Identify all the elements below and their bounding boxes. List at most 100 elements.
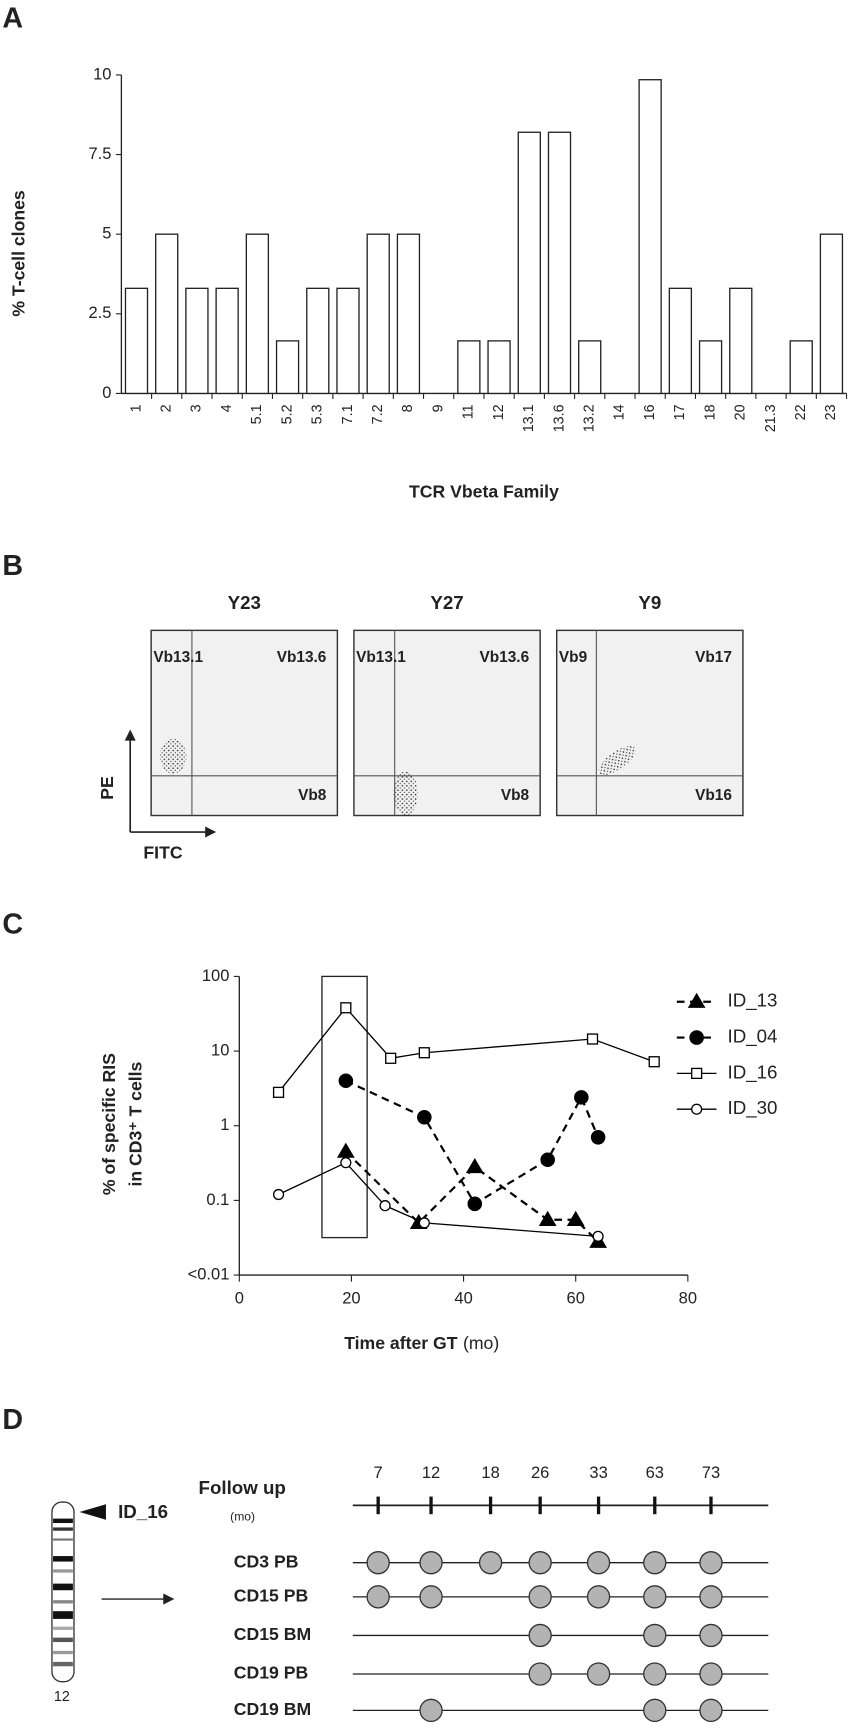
- detection-dot: [643, 1662, 667, 1686]
- x-tick-label: 17: [672, 404, 688, 420]
- x-tick-label: 12: [491, 404, 507, 420]
- bar: [547, 131, 572, 395]
- site-pointer: [79, 1504, 106, 1520]
- y-tick-label: 7.5: [89, 144, 112, 163]
- x-tick-label: 21.3: [763, 404, 779, 432]
- detection-dot: [419, 1698, 443, 1723]
- plot-title: Y9: [638, 592, 661, 613]
- marker: [590, 1130, 606, 1145]
- chromosome-label: 12: [54, 1689, 70, 1705]
- chromosome-band: [53, 1611, 73, 1619]
- row-label: CD15 BM: [234, 1624, 311, 1644]
- bar: [124, 287, 149, 395]
- detection-dot: [419, 1551, 443, 1575]
- x-tick-label: 7.1: [340, 404, 356, 424]
- quadrant-label: Vb13.6: [479, 649, 529, 666]
- chromosome-band: [53, 1518, 73, 1524]
- marker: [418, 1217, 430, 1229]
- y-axis-label: in CD3⁺ T cells: [125, 1061, 145, 1186]
- y-tick-label: 2.5: [89, 303, 112, 322]
- quadrant-label: Vb8: [298, 787, 327, 804]
- bar: [487, 340, 511, 395]
- marker: [586, 1033, 599, 1045]
- follow-up-unit: (mo): [230, 1510, 255, 1524]
- detection-dot: [586, 1551, 611, 1575]
- arrow-head: [163, 1593, 175, 1605]
- marker: [379, 1200, 391, 1212]
- y-tick-label: 10: [93, 64, 111, 83]
- x-tick-label: 16: [642, 404, 658, 420]
- chromosome-band: [53, 1569, 73, 1573]
- timepoint-label: 7: [374, 1463, 383, 1482]
- y-tick-label: 0: [102, 383, 111, 402]
- x-axis-unit: (mo): [463, 1333, 499, 1353]
- timepoint-label: 18: [481, 1463, 499, 1482]
- y-tick-label: 5: [102, 224, 111, 243]
- x-tick-label: 3: [189, 404, 205, 412]
- bar: [819, 233, 844, 395]
- quadrant-label: Vb17: [695, 649, 732, 666]
- highlight-box: [321, 975, 368, 1239]
- x-tick-label: 22: [793, 404, 809, 420]
- timepoint-label: 73: [702, 1463, 720, 1482]
- x-axis-label: TCR Vbeta Family: [409, 481, 559, 501]
- marker: [592, 1230, 604, 1242]
- bar: [275, 340, 300, 395]
- row-label: CD19 BM: [234, 1699, 311, 1719]
- legend-marker: [689, 1030, 704, 1045]
- chromosome-band: [53, 1626, 73, 1630]
- x-tick-label: 5.1: [249, 404, 265, 424]
- series-line: [345, 1079, 600, 1206]
- detection-dot: [586, 1585, 611, 1609]
- legend-marker: [687, 992, 706, 1008]
- plot-frame: [555, 629, 744, 817]
- detection-dot: [419, 1585, 443, 1609]
- detection-dot: [366, 1551, 390, 1575]
- quadrant-label: Vb9: [559, 649, 587, 666]
- detection-dot: [699, 1623, 723, 1648]
- x-tick-label: 20: [733, 404, 749, 420]
- marker: [272, 1188, 285, 1201]
- panel-label: A: [2, 2, 23, 34]
- bar: [215, 287, 239, 395]
- x-tick-label: 4: [219, 404, 235, 412]
- bar: [185, 287, 209, 395]
- quadrant-label: Vb13.1: [356, 649, 406, 666]
- marker: [340, 1002, 352, 1014]
- chromosome-band: [53, 1527, 73, 1531]
- bar: [155, 233, 179, 395]
- quadrant-label: Vb16: [695, 787, 732, 804]
- plot-title: Y23: [228, 592, 261, 613]
- chromosome-band: [53, 1637, 73, 1643]
- panel-label: C: [2, 908, 23, 940]
- x-tick-label: 13.6: [551, 404, 567, 432]
- detection-dot: [528, 1662, 552, 1686]
- legend-label: ID_16: [728, 1061, 778, 1083]
- chromosome: [51, 1501, 75, 1683]
- y-tick-label: 0.1: [206, 1190, 229, 1209]
- event-cloud: [159, 738, 187, 774]
- event-cloud: [598, 745, 637, 775]
- detection-dot: [699, 1662, 723, 1686]
- x-tick-label: 13.1: [521, 404, 537, 432]
- x-tick-label: 5.3: [310, 404, 326, 424]
- timepoint-label: 26: [531, 1463, 549, 1482]
- marker: [574, 1090, 589, 1105]
- detection-dot: [699, 1551, 723, 1575]
- y-tick-label: <0.01: [188, 1264, 230, 1283]
- quadrant-label: Vb13.6: [277, 649, 327, 666]
- y-tick-label: 10: [211, 1040, 229, 1059]
- detection-dot: [366, 1585, 390, 1609]
- legend-label: ID_30: [728, 1097, 778, 1119]
- x-tick-label: 2: [158, 404, 174, 412]
- marker: [465, 1157, 484, 1174]
- bar: [396, 233, 421, 395]
- row-label: CD3 PB: [234, 1551, 299, 1571]
- chromosome-band: [53, 1650, 73, 1655]
- chromosome-band: [53, 1556, 73, 1562]
- x-tick-label: 5.2: [279, 404, 295, 424]
- detection-dot: [528, 1585, 552, 1609]
- marker: [272, 1086, 285, 1098]
- bar: [789, 340, 813, 395]
- chromosome-band: [53, 1583, 73, 1591]
